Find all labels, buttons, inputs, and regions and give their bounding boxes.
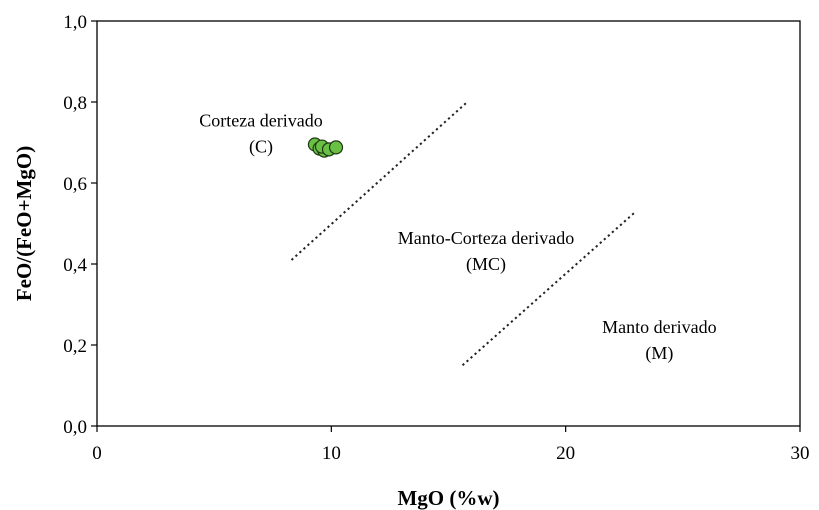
- axis-ticks: 0 10 20 30 0,0 0,2 0,4 0,6 0,8 1,0: [63, 12, 809, 464]
- plot-frame: [96, 20, 801, 427]
- region-label: Corteza derivado: [199, 110, 322, 130]
- y-tick-label: 0,4: [63, 255, 87, 276]
- y-tick-label: 0,0: [63, 417, 87, 438]
- boundary-line: [290, 101, 468, 261]
- x-axis-title: MgO (%w): [397, 486, 499, 510]
- data-point: [328, 140, 344, 155]
- y-tick-label: 0,6: [63, 174, 87, 195]
- data-points: [307, 137, 344, 158]
- x-tick-label: 0: [92, 443, 102, 464]
- x-tick-label: 10: [322, 443, 341, 464]
- y-axis-title: FeO/(FeO+MgO): [12, 146, 36, 301]
- x-tick-label: 20: [556, 443, 575, 464]
- boundary-lines: [290, 101, 637, 366]
- region-label: Manto derivado: [602, 317, 716, 337]
- y-tick-label: 0,8: [63, 93, 87, 114]
- region-label: (C): [249, 136, 273, 157]
- region-label: (MC): [466, 254, 506, 275]
- region-labels: Corteza derivado (C) Manto-Corteza derivad…: [199, 110, 716, 364]
- y-tick-label: 1,0: [63, 12, 87, 33]
- x-tick-label: 30: [791, 443, 810, 464]
- plot-area-border: [96, 20, 801, 427]
- region-label: Manto-Corteza derivado: [398, 228, 574, 248]
- y-tick-label: 0,2: [63, 336, 87, 357]
- boundary-line: [461, 210, 637, 366]
- region-label: (M): [645, 343, 673, 364]
